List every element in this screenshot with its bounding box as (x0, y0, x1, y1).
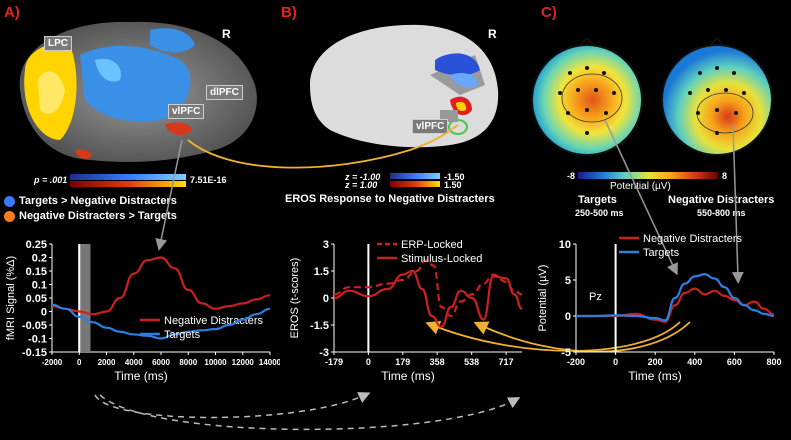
y-tick-label: -0.1 (28, 334, 47, 346)
x-tick-label: 10000 (204, 358, 227, 367)
legend-dot-orange (4, 211, 15, 222)
hemisphere-r-a: R (222, 27, 231, 41)
x-tick-label: 538 (464, 357, 479, 367)
colorbar-max-label: 7.51E-16 (190, 175, 227, 185)
legend-targets-gt-neg: Targets > Negative Distracters (19, 195, 177, 207)
x-tick-label: 600 (727, 357, 742, 367)
x-axis-label: Time (ms) (114, 369, 168, 383)
y-axis-label: Potential (µV) (537, 265, 549, 332)
tag-lpc: LPC (44, 36, 72, 51)
topo-colorbar-max: 8 (722, 171, 728, 181)
y-tick-label: 0.05 (26, 293, 47, 305)
series-line-1 (576, 273, 775, 322)
chart-eros: 3 1.5 0 -1.5 -3-179 0 179 358 538 717 Time (ms) ERO… (289, 239, 523, 383)
x-axis-label: Time (ms) (628, 369, 682, 383)
panel-label-c: C) (541, 4, 557, 21)
x-tick-label: 14000 (259, 358, 280, 367)
colorbar-v1: -1.50 (444, 172, 465, 182)
y-axis-label: fMRI Signal (%Δ) (5, 256, 17, 340)
legend-label-0: Negative Distracters (164, 315, 264, 327)
x-tick-label: 0 (77, 358, 82, 367)
x-tick-label: 717 (499, 357, 514, 367)
topo-title-targets: Targets (578, 194, 617, 206)
colorbar-z2: z = 1.00 (345, 180, 378, 190)
panel-label-b: B) (281, 4, 297, 21)
chart-fmri: 0.250.20.150.10.050-0.05-0.1-0.15-2000 0 2… (5, 239, 280, 383)
y-axis-label: EROS (t-scores) (289, 258, 301, 339)
y-tick-label: -3 (319, 347, 329, 359)
y-tick-label: 5 (565, 275, 571, 287)
brain-image-b (310, 24, 499, 148)
topo-sub-neg: 550-800 ms (697, 208, 746, 218)
hemisphere-r-b: R (488, 27, 497, 41)
legend-label-0: Negative Distracters (643, 233, 743, 245)
topo-colorbar-min: -8 (567, 171, 576, 181)
x-tick-label: 0 (613, 357, 618, 367)
y-tick-label: -1.5 (310, 320, 329, 332)
panel-label-a: A) (4, 4, 20, 21)
y-tick-label: 0.2 (32, 253, 47, 265)
topo-sub-targets: 250-500 ms (575, 208, 624, 218)
x-tick-label: 200 (648, 357, 663, 367)
tag-vlpfc-a: vlPFC (168, 104, 205, 119)
y-tick-label: 0.25 (26, 239, 47, 251)
topo-title-neg: Negative Distracters (668, 194, 775, 206)
x-tick-label: 179 (395, 357, 410, 367)
x-tick-label: 358 (430, 357, 445, 367)
x-tick-label: 0 (366, 357, 371, 367)
x-tick-label: 12000 (232, 358, 255, 367)
colorbar-blue-a (70, 174, 186, 180)
colorbar-blue-b (390, 173, 440, 179)
y-tick-label: -5 (561, 347, 571, 359)
legend-label-0: ERP-Locked (401, 239, 463, 251)
y-tick-label: 10 (559, 239, 571, 251)
legend-label-1: Stimulus-Locked (401, 253, 482, 265)
y-tick-label: 1.5 (314, 266, 329, 278)
x-tick-label: -2000 (42, 358, 63, 367)
series-line-0 (51, 256, 271, 316)
x-tick-label: 4000 (125, 358, 143, 367)
colorbar-red-a (70, 181, 186, 187)
tag-vlpfc-b: vlPFC (412, 119, 449, 134)
x-tick-label: 800 (766, 357, 781, 367)
y-tick-label: -0.05 (22, 320, 47, 332)
x-tick-label: 8000 (179, 358, 197, 367)
x-tick-label: -200 (567, 357, 585, 367)
y-tick-label: 0 (565, 311, 571, 323)
legend-label-1: Targets (164, 329, 201, 341)
topo-maps (531, 38, 773, 156)
colorbar-v2: 1.50 (444, 180, 462, 190)
colorbar-p-label: p = .001 (34, 175, 68, 185)
y-tick-label: 0 (323, 293, 329, 305)
legend-label-1: Targets (643, 247, 680, 259)
topo-colorbar (578, 172, 718, 179)
y-tick-label: 0.1 (32, 280, 47, 292)
series-line-1 (51, 303, 271, 340)
topo-colorbar-title: Potential (µV) (610, 181, 671, 192)
tag-dlpfc: dlPFC (206, 85, 243, 100)
series-line-0 (576, 287, 775, 323)
legend-neg-gt-targets: Negative Distracters > Targets (19, 210, 177, 222)
chart-erp: 10 5 0 -5-200 0 200 400 600 800 Time (ms) Potentia… (537, 233, 782, 383)
y-tick-label: 0 (41, 307, 47, 319)
colorbar-z1: z = -1.00 (345, 172, 381, 182)
chart-annotation: Pz (589, 291, 602, 303)
y-tick-label: -0.15 (22, 347, 47, 359)
y-tick-label: 0.15 (26, 266, 47, 278)
eros-caption: EROS Response to Negative Distracters (285, 193, 495, 205)
legend-dot-blue (4, 196, 15, 207)
y-tick-label: 3 (323, 239, 329, 251)
stimulus-bar (78, 244, 91, 352)
series-line-1 (333, 269, 523, 328)
x-tick-label: 400 (687, 357, 702, 367)
x-tick-label: 2000 (98, 358, 116, 367)
x-tick-label: 6000 (152, 358, 170, 367)
x-axis-label: Time (ms) (381, 369, 435, 383)
colorbar-red-b (390, 181, 440, 187)
x-tick-label: -179 (325, 357, 343, 367)
